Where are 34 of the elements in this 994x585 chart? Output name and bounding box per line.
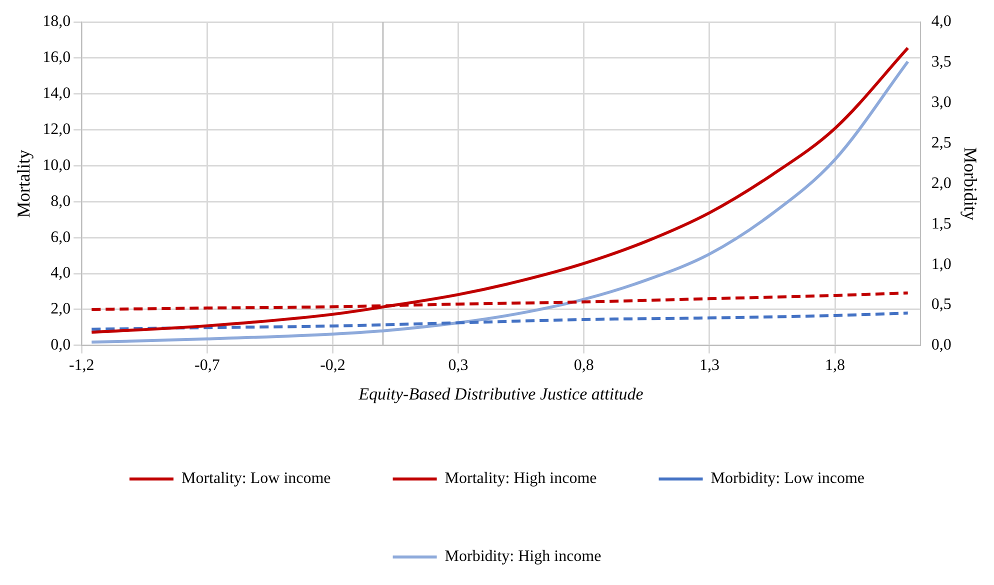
y2-tick-label: 1,5 [931, 215, 952, 232]
y-tick-label: 16,0 [42, 49, 71, 66]
y2-tick-label: 4,0 [931, 13, 952, 30]
y-tick-label: 2,0 [50, 300, 71, 318]
y2-tick-label: 0,5 [931, 296, 952, 314]
x-tick-label: -0,2 [320, 357, 346, 374]
y-tick-label: 0,0 [50, 336, 71, 354]
y2-tick-label: 2,0 [931, 174, 952, 192]
y-tick-label: 18,0 [42, 13, 71, 30]
y-tick-label: 10,0 [42, 156, 71, 174]
y-tick-label: 6,0 [50, 228, 71, 246]
x-tick-label: 1,8 [825, 357, 846, 374]
legend-label: Morbidity: High income [444, 548, 602, 566]
y2-tick-label: 0,0 [931, 336, 952, 354]
x-tick-label: 0,3 [448, 357, 468, 374]
y-tick-label: 8,0 [50, 192, 71, 210]
line-series [90, 312, 910, 331]
legend-label: Mortality: High income [444, 470, 597, 488]
x-tick-label: 1,3 [699, 357, 720, 374]
x-tick-label: -1,2 [68, 357, 94, 374]
x-tick-label: -0,7 [194, 357, 220, 374]
x-axis-title: Equity-Based Distributive Justice attitude [358, 384, 644, 404]
y-axis-title: Mortality [14, 150, 34, 218]
y-tick-label: 4,0 [50, 264, 71, 282]
y-tick-label: 14,0 [42, 85, 71, 102]
y2-tick-label: 2,5 [931, 134, 952, 152]
x-tick-label: 0,8 [574, 357, 594, 374]
legend-label: Mortality: Low income [181, 470, 331, 488]
y-tick-label: 12,0 [42, 121, 71, 138]
legend-label: Morbidity: Low income [710, 470, 865, 488]
y2-tick-label: 1,0 [931, 256, 952, 273]
y2-tick-label: 3,5 [931, 54, 952, 71]
y2-tick-label: 3,0 [931, 94, 952, 112]
y2-axis-title: Morbidity [960, 147, 980, 220]
